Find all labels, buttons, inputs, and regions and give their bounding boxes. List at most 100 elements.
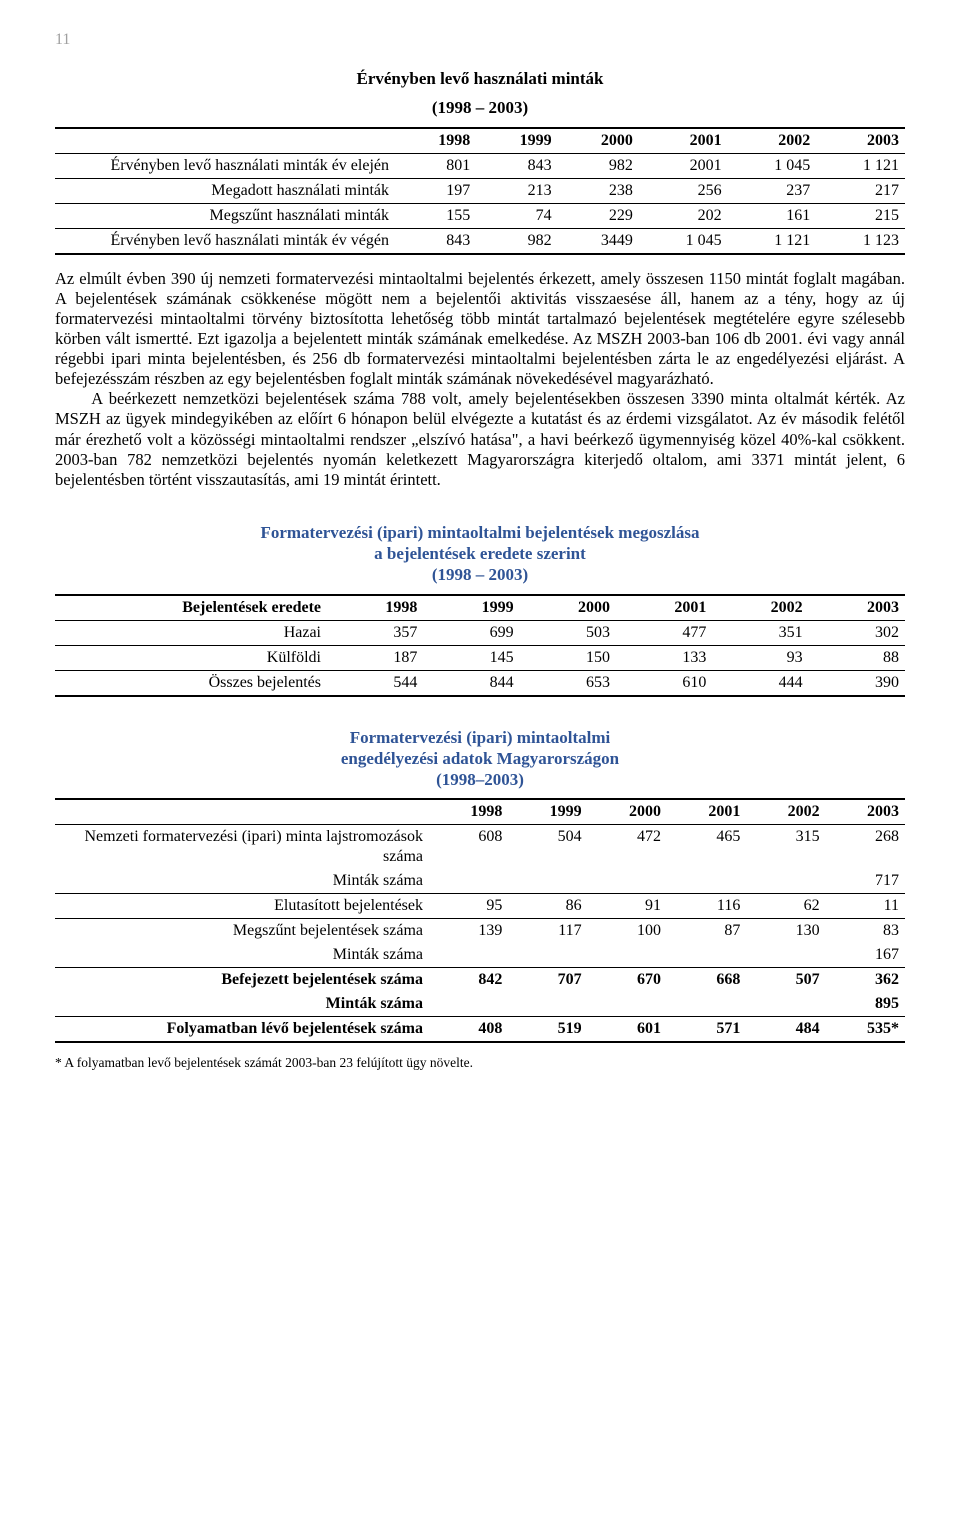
year: 2001 <box>616 595 712 621</box>
cell: 161 <box>728 203 817 228</box>
cell: 93 <box>712 645 808 670</box>
cell: 982 <box>558 153 639 178</box>
cell: 1 045 <box>639 228 728 254</box>
cell: 843 <box>395 228 476 254</box>
year: 2001 <box>667 799 746 825</box>
cell: 544 <box>327 670 423 696</box>
table-3: 1998 1999 2000 2001 2002 2003 Nemzeti fo… <box>55 798 905 1043</box>
cell: 408 <box>429 1017 508 1043</box>
paragraph: A beérkezett nemzetközi bejelentések szá… <box>55 389 905 490</box>
cell: 91 <box>588 894 667 919</box>
cell: 145 <box>423 645 519 670</box>
cell <box>667 943 746 968</box>
cell: 707 <box>508 968 587 993</box>
cell: 2001 <box>639 153 728 178</box>
cell: 74 <box>476 203 557 228</box>
cell <box>508 943 587 968</box>
row-label: Befejezett bejelentések száma <box>55 968 429 993</box>
cell: 155 <box>395 203 476 228</box>
cell: 87 <box>667 919 746 944</box>
cell: 472 <box>588 825 667 870</box>
cell: 268 <box>826 825 905 870</box>
cell: 167 <box>826 943 905 968</box>
cell: 202 <box>639 203 728 228</box>
cell: 116 <box>667 894 746 919</box>
cell: 699 <box>423 620 519 645</box>
cell: 133 <box>616 645 712 670</box>
cell: 519 <box>508 1017 587 1043</box>
cell: 237 <box>728 178 817 203</box>
cell: 362 <box>826 968 905 993</box>
cell: 1 121 <box>728 228 817 254</box>
cell: 88 <box>809 645 905 670</box>
table-row: Bejelentések eredete 1998 1999 2000 2001… <box>55 595 905 621</box>
row-label: Minták száma <box>55 869 429 894</box>
cell <box>746 992 825 1017</box>
cell: 357 <box>327 620 423 645</box>
cell: 187 <box>327 645 423 670</box>
cell <box>588 992 667 1017</box>
row-label: Minták száma <box>55 943 429 968</box>
year: 2000 <box>558 128 639 154</box>
paragraph-block: Az elmúlt évben 390 új nemzeti formaterv… <box>55 269 905 490</box>
row-label: Minták száma <box>55 992 429 1017</box>
table-row: Külföldi 187 145 150 133 93 88 <box>55 645 905 670</box>
cell: 610 <box>616 670 712 696</box>
cell <box>508 869 587 894</box>
cell: 1 121 <box>816 153 905 178</box>
table-row: Minták száma 167 <box>55 943 905 968</box>
table-row: Hazai 357 699 503 477 351 302 <box>55 620 905 645</box>
cell: 238 <box>558 178 639 203</box>
table-row: Elutasított bejelentések 95 86 91 116 62… <box>55 894 905 919</box>
section2-title-2: a bejelentések eredete szerint <box>55 543 905 564</box>
cell: 11 <box>826 894 905 919</box>
year: 2002 <box>728 128 817 154</box>
cell <box>667 992 746 1017</box>
cell <box>746 943 825 968</box>
row-label: Nemzeti formatervezési (ipari) minta laj… <box>55 825 429 870</box>
cell: 213 <box>476 178 557 203</box>
paragraph: Az elmúlt évben 390 új nemzeti formaterv… <box>55 269 905 390</box>
section1-subtitle: (1998 – 2003) <box>55 97 905 118</box>
cell: 465 <box>667 825 746 870</box>
cell: 503 <box>520 620 616 645</box>
cell: 653 <box>520 670 616 696</box>
row-label: Megszűnt használati minták <box>55 203 395 228</box>
section3-subtitle: (1998–2003) <box>55 769 905 790</box>
cell: 484 <box>746 1017 825 1043</box>
year: 2002 <box>712 595 808 621</box>
cell: 844 <box>423 670 519 696</box>
cell: 197 <box>395 178 476 203</box>
cell <box>588 943 667 968</box>
cell: 507 <box>746 968 825 993</box>
cell: 315 <box>746 825 825 870</box>
table-row: Minták száma 717 <box>55 869 905 894</box>
year: 1999 <box>476 128 557 154</box>
year: 1998 <box>327 595 423 621</box>
cell: 608 <box>429 825 508 870</box>
cell: 150 <box>520 645 616 670</box>
cell <box>429 992 508 1017</box>
cell: 842 <box>429 968 508 993</box>
cell: 843 <box>476 153 557 178</box>
row-label: Hazai <box>55 620 327 645</box>
cell: 86 <box>508 894 587 919</box>
cell: 668 <box>667 968 746 993</box>
table-row: Érvényben levő használati minták év végé… <box>55 228 905 254</box>
cell: 717 <box>826 869 905 894</box>
section2-title-1: Formatervezési (ipari) mintaoltalmi beje… <box>55 522 905 543</box>
cell: 351 <box>712 620 808 645</box>
table-row: Nemzeti formatervezési (ipari) minta laj… <box>55 825 905 870</box>
cell: 302 <box>809 620 905 645</box>
cell: 95 <box>429 894 508 919</box>
row-label: Megadott használati minták <box>55 178 395 203</box>
table-row: Befejezett bejelentések száma 842 707 67… <box>55 968 905 993</box>
cell: 571 <box>667 1017 746 1043</box>
cell: 217 <box>816 178 905 203</box>
footnote: * A folyamatban levő bejelentések számát… <box>55 1055 905 1072</box>
table-row: Megadott használati minták 197 213 238 2… <box>55 178 905 203</box>
cell: 100 <box>588 919 667 944</box>
cell: 895 <box>826 992 905 1017</box>
section3-title-1: Formatervezési (ipari) mintaoltalmi <box>55 727 905 748</box>
section3-title-2: engedélyezési adatok Magyarországon <box>55 748 905 769</box>
